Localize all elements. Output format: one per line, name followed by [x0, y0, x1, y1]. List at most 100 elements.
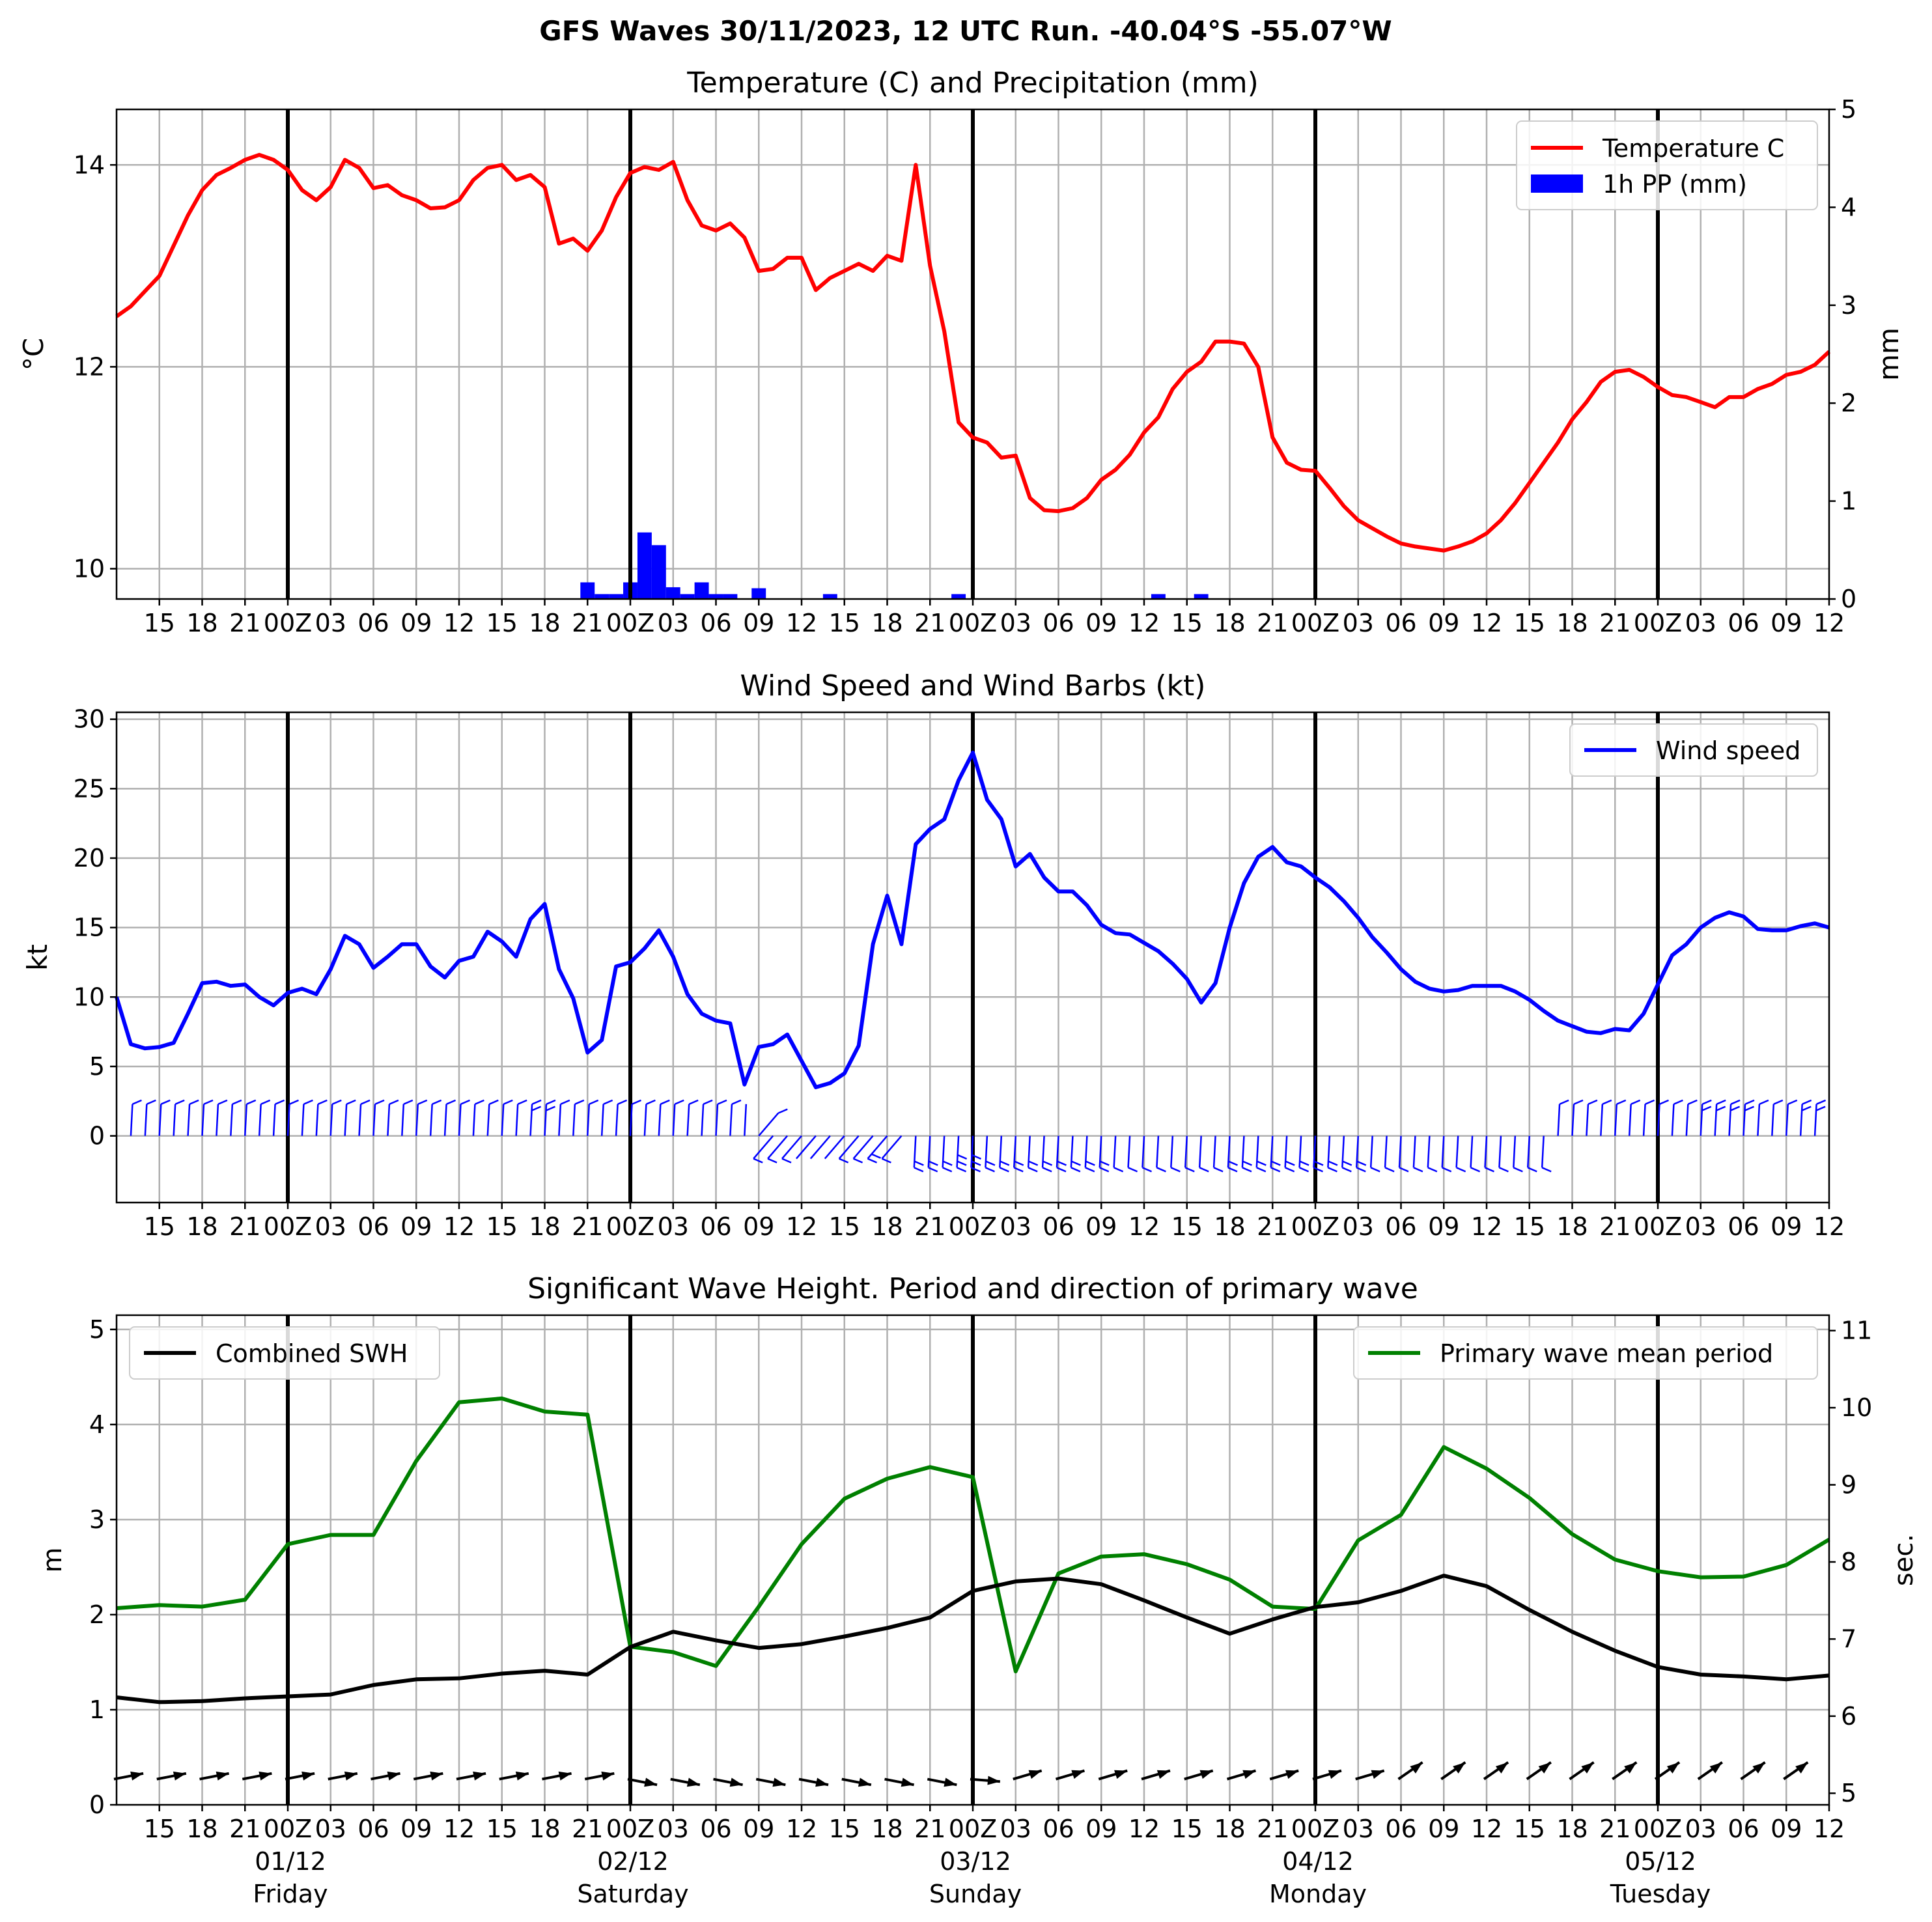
wind-barb-feather [717, 1099, 727, 1106]
wind-barb-feather [1071, 1160, 1081, 1166]
wind-barb-feather [1128, 1167, 1138, 1173]
wind-barb-feather [703, 1099, 713, 1106]
wind-barb-feather [1687, 1099, 1698, 1106]
wind-barb-staff [587, 1104, 590, 1136]
x-tick-label: 03 [315, 609, 346, 637]
wave-direction-arrow [1483, 1761, 1509, 1781]
wind-barb-feather [474, 1099, 484, 1106]
wind-barb-feather [1801, 1106, 1812, 1111]
wind-barb-feather [971, 1160, 981, 1166]
wind-barb-feather [1156, 1167, 1166, 1173]
wind-barb-feather [1199, 1167, 1209, 1173]
x-tick-label: 06 [1728, 1815, 1759, 1843]
wind-barb [1498, 1135, 1509, 1173]
wind-barb [187, 1099, 199, 1136]
x-tick-label: 18 [871, 1815, 903, 1843]
x-tick-label: 15 [486, 609, 518, 637]
wind-barb-feather [1498, 1167, 1509, 1173]
wind-barb-staff [1743, 1104, 1746, 1136]
x-tick-label: 03 [315, 1815, 346, 1843]
wave-direction-head [430, 1771, 443, 1781]
wave-direction-arrow [499, 1771, 529, 1781]
y-right-tick-label: 6 [1841, 1702, 1856, 1731]
wave-direction-head [1199, 1770, 1213, 1779]
x-tick-label: 15 [144, 1815, 175, 1843]
wind-barb-staff [1156, 1135, 1160, 1168]
wind-barb-staff [600, 1104, 604, 1136]
x-tick-label: 21 [1599, 1815, 1631, 1843]
wind-barb-feather [1730, 1099, 1741, 1106]
wind-barb-staff [144, 1104, 148, 1136]
wind-barb-feather [132, 1099, 142, 1106]
wind-barb-staff [1356, 1135, 1359, 1168]
wind-barb-staff [515, 1104, 519, 1136]
wind-barb-feather [1816, 1099, 1827, 1106]
wind-barb-staff [1041, 1135, 1045, 1168]
wave-direction-arrow [1697, 1761, 1723, 1781]
y-tick-label: 20 [74, 844, 105, 872]
wind-barb-feather [942, 1160, 953, 1166]
wind-barb-staff [658, 1104, 662, 1136]
wind-barb-feather [146, 1099, 156, 1106]
wind-barb [158, 1099, 171, 1136]
y-tick-label: 12 [74, 352, 105, 381]
wind-barb-feather [360, 1099, 371, 1106]
wave-direction-arrow [156, 1771, 187, 1781]
wind-barb [1571, 1099, 1584, 1136]
wind-barb-feather [1541, 1167, 1552, 1173]
x-tick-label: 15 [1171, 609, 1203, 637]
x-tick-label: 15 [1514, 609, 1545, 637]
wind-barb [144, 1099, 156, 1136]
wind-barb-staff [358, 1104, 362, 1136]
wind-barb [1813, 1099, 1827, 1136]
x-tick-label: 15 [1171, 1212, 1203, 1241]
wind-barb-staff [781, 1135, 802, 1160]
y-right-tick-label: 11 [1841, 1316, 1872, 1345]
wave-direction-arrow [328, 1771, 358, 1781]
wind-barb [1586, 1099, 1598, 1136]
wind-barb [272, 1099, 285, 1136]
y-right-tick-label: 9 [1841, 1471, 1856, 1499]
day-date-label: 02/12 [597, 1847, 669, 1876]
wave-direction-head [259, 1771, 272, 1781]
wind-barb [1241, 1135, 1252, 1173]
x-tick-label: 15 [486, 1212, 518, 1241]
legend-swatch-precip [1531, 174, 1583, 193]
wind-barb [1785, 1099, 1798, 1136]
y-tick-label: 0 [89, 1790, 105, 1819]
wind-barb [913, 1135, 924, 1173]
wind-barb-feather [289, 1099, 299, 1106]
wave-direction-arrow [670, 1777, 701, 1787]
wind-barb-staff [1212, 1135, 1216, 1168]
day-date-label: 05/12 [1625, 1847, 1696, 1876]
precip-bar [680, 594, 695, 599]
wind-barb-feather [1085, 1160, 1095, 1166]
x-tick-label: 12 [443, 609, 475, 637]
wind-barb-staff [1441, 1135, 1445, 1168]
x-tick-label: 12 [1813, 1212, 1845, 1241]
y-tick-label: 10 [74, 982, 105, 1011]
wind-barb-feather [232, 1099, 242, 1106]
wind-barb [1384, 1135, 1395, 1173]
wind-barb-staff [1498, 1135, 1502, 1168]
wave-direction-arrow [413, 1771, 443, 1781]
wind-barb-staff [867, 1135, 888, 1160]
wind-barb-feather [589, 1099, 599, 1106]
x-tick-label: 09 [743, 1815, 774, 1843]
x-tick-label: 09 [1085, 1815, 1117, 1843]
x-tick-label: 09 [400, 1815, 432, 1843]
wind-barb-staff [1513, 1135, 1517, 1168]
wind-barb-feather [1085, 1167, 1095, 1173]
wind-barb [1628, 1099, 1641, 1136]
wind-barb [701, 1099, 713, 1136]
wind-panel: 15 18 21 00Z 03 06 09 12 15 18 21 00Z 03 06 09 12 15 18 21… [21, 669, 1845, 1241]
x-tick-label: 18 [1556, 1212, 1588, 1241]
wind-barb [258, 1099, 271, 1136]
precip-bar [595, 594, 609, 599]
wind-barb-staff [824, 1135, 845, 1160]
x-tick-label: 06 [1043, 1212, 1074, 1241]
wind-barb [1600, 1099, 1612, 1136]
wave-direction-arrow [1440, 1761, 1466, 1781]
x-tick-label: 03 [315, 1212, 346, 1241]
wind-barb [173, 1099, 185, 1136]
